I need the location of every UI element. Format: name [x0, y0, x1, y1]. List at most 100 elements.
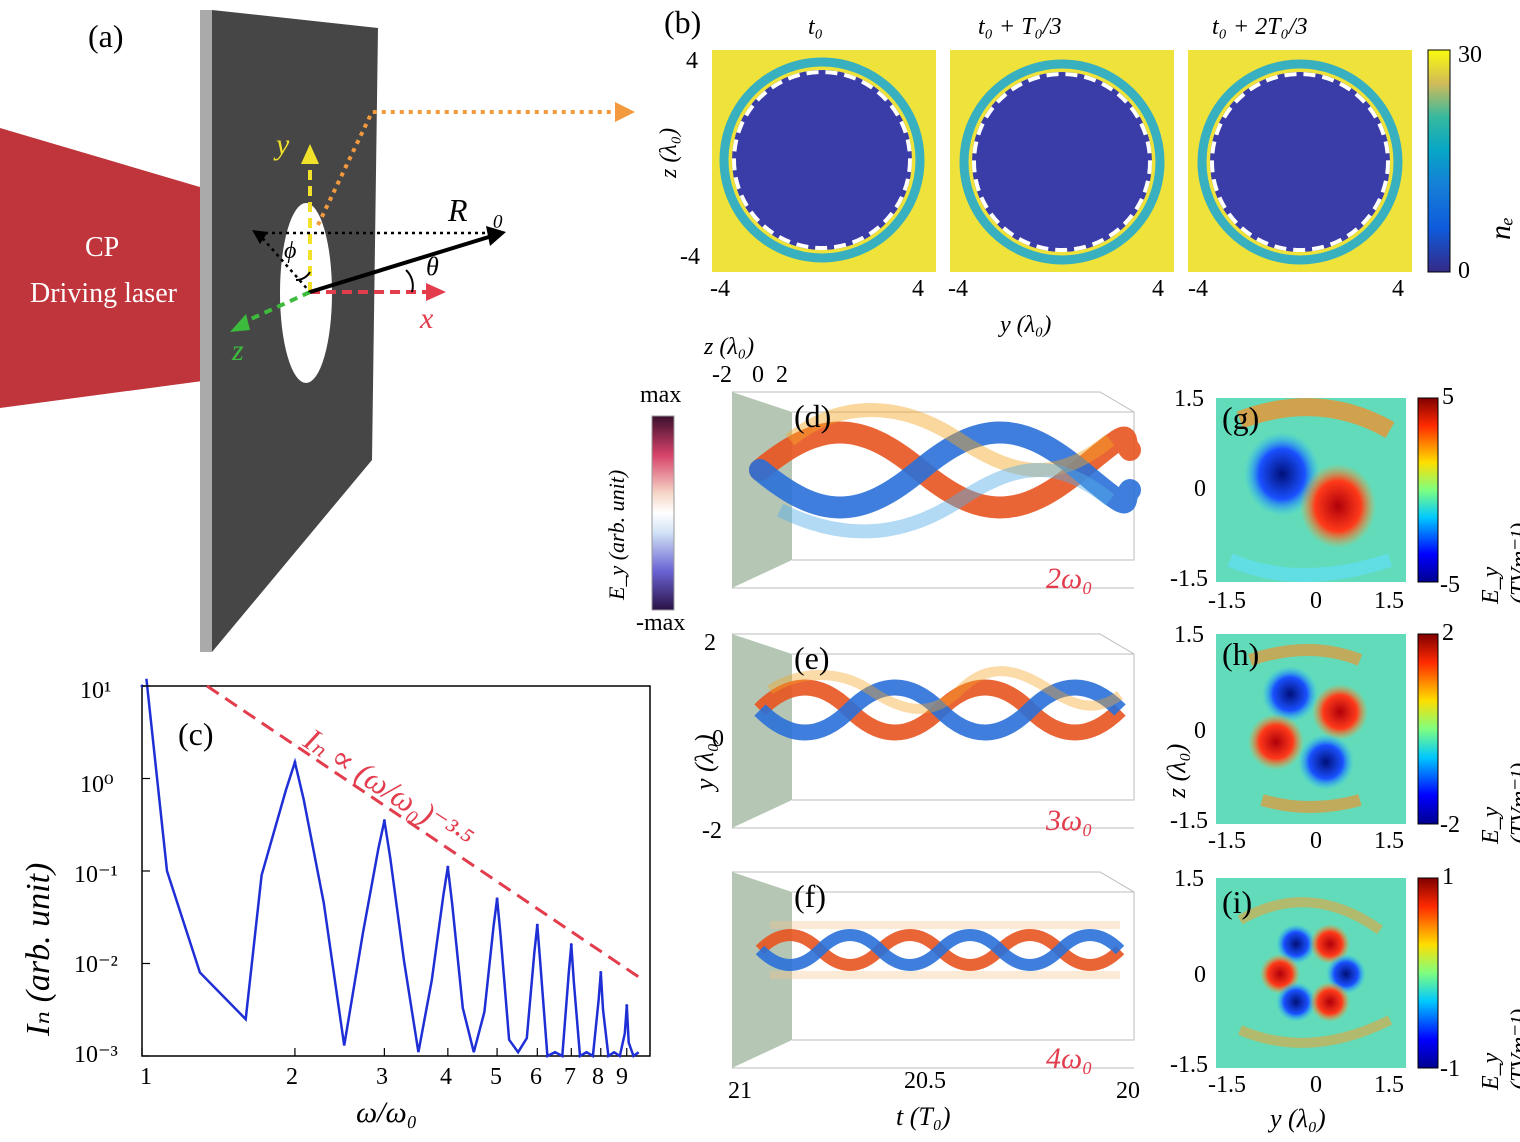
b-xtick-3b: 4 — [1392, 276, 1404, 302]
helix-box-f — [732, 871, 1135, 1069]
spectrum-chart — [140, 678, 651, 1059]
c-xtick-5: 5 — [490, 1064, 502, 1090]
e-ytick-bottom: -2 — [702, 818, 722, 844]
spectrum-peak-point — [495, 897, 499, 901]
spectrum-series — [140, 678, 641, 1059]
panel-b-label: (b) — [664, 4, 702, 40]
g-cbar-label: E_y (TVm⁻¹) — [1478, 522, 1520, 604]
c-ytick-1: 10⁰ — [80, 772, 114, 798]
f-xtick-2: 20.5 — [904, 1068, 946, 1094]
density-map-2 — [950, 50, 1174, 272]
g-ytick-bottom: -1.5 — [1170, 566, 1208, 592]
g-xtick-2: 0 — [1310, 588, 1322, 614]
y-axis-label: y — [276, 128, 290, 161]
ey-arb-max: max — [640, 382, 682, 408]
g-xtick-3: 1.5 — [1374, 588, 1404, 614]
h-ytick-top: 1.5 — [1174, 622, 1204, 648]
b-xtick-2b: 4 — [1152, 276, 1164, 302]
z-axis-label: z — [232, 334, 244, 367]
h-ylabel: z (λ₀) — [1162, 743, 1191, 798]
spectrum-peak-point — [625, 1004, 629, 1008]
spectrum-peak-point — [535, 923, 539, 927]
i-colorbar — [1417, 877, 1439, 1069]
d-ztick-2: 0 — [752, 362, 764, 388]
d-zlabel: z (λ₀) — [704, 334, 755, 360]
c-ytick-3: 10⁻² — [74, 952, 118, 978]
panel-i-label: (i) — [1222, 884, 1253, 920]
panel-a-drawing — [0, 10, 635, 652]
c-xtick-6: 6 — [530, 1064, 542, 1090]
panel-h-label: (h) — [1222, 636, 1260, 672]
g-cbar-min: -5 — [1440, 572, 1460, 598]
harmonic-e: 3ω₀ — [1046, 804, 1093, 837]
c-xtick-7: 7 — [564, 1064, 576, 1090]
b-colorbar-max: 30 — [1458, 42, 1482, 68]
panel-b-drawing — [712, 49, 1451, 273]
harmonic-d: 2ω₀ — [1046, 562, 1093, 595]
c-xlabel: ω/ω₀ — [356, 1096, 418, 1129]
h-cbar-label: E_y (TVm⁻¹) — [1478, 762, 1520, 844]
ey-arb-min: -max — [636, 610, 686, 636]
field-map-h — [1216, 634, 1406, 824]
f-xlabel: t (T₀) — [896, 1102, 951, 1131]
i-ytick-mid: 0 — [1194, 962, 1206, 988]
helix-box-d — [732, 391, 1141, 589]
field-map-g — [1216, 398, 1406, 582]
h-colorbar — [1417, 633, 1439, 825]
g-colorbar — [1417, 397, 1439, 583]
i-cbar-min: -1 — [1440, 1056, 1460, 1082]
r0-vector — [309, 234, 493, 294]
c-xtick-1: 1 — [140, 1064, 152, 1090]
i-cbar-label: E_y (TVm⁻¹) — [1478, 1008, 1520, 1090]
spectrum-peak-point — [599, 970, 603, 974]
laser-label-line1: CP — [85, 232, 120, 263]
f-xtick-3: 20 — [1116, 1078, 1140, 1104]
i-xtick-2: 0 — [1310, 1072, 1322, 1098]
b-xlabel: y (λ₀) — [1000, 312, 1052, 338]
f-xtick-1: 21 — [728, 1078, 752, 1104]
plate-edge — [200, 10, 212, 652]
i-xtick-3: 1.5 — [1374, 1072, 1404, 1098]
c-xtick-2: 2 — [286, 1064, 298, 1090]
c-xtick-9: 9 — [616, 1064, 628, 1090]
b-ytick-top: 4 — [686, 48, 698, 74]
c-ytick-4: 10⁻³ — [74, 1042, 118, 1068]
phi-label: ϕ — [284, 238, 297, 264]
panel-e-label: (e) — [794, 640, 830, 676]
panel-def-drawing — [651, 391, 1141, 1069]
b-xtick-1b: 4 — [912, 276, 924, 302]
g-ytick-top: 1.5 — [1174, 386, 1204, 412]
i-xtick-1: -1.5 — [1208, 1072, 1246, 1098]
g-xtick-1: -1.5 — [1208, 588, 1246, 614]
g-ytick-mid: 0 — [1194, 476, 1206, 502]
b-title-3: t₀ + 2T₀/3 — [1212, 14, 1308, 40]
e-ytick-mid: 0 — [712, 726, 724, 752]
zoom-indicator — [316, 110, 620, 226]
h-ytick-bottom: -1.5 — [1170, 808, 1208, 834]
spectrum-peak-point — [569, 943, 573, 947]
theta-label: θ — [426, 252, 439, 281]
b-xtick-2a: -4 — [948, 276, 968, 302]
i-cbar-max: 1 — [1442, 864, 1454, 890]
b-ytick-bottom: -4 — [680, 244, 700, 270]
field-map-i — [1216, 878, 1406, 1068]
b-title-2: t₀ + T₀/3 — [978, 14, 1062, 40]
i-ytick-bottom: -1.5 — [1170, 1052, 1208, 1078]
panel-a-label: (a) — [88, 18, 124, 54]
i-xlabel: y (λ₀) — [1270, 1104, 1326, 1133]
r0-label: R⃗₀ — [448, 192, 504, 228]
c-ytick-2: 10⁻¹ — [74, 862, 118, 888]
h-xtick-3: 1.5 — [1374, 828, 1404, 854]
g-cbar-max: 5 — [1442, 384, 1454, 410]
x-axis-label: x — [420, 302, 434, 335]
c-xtick-3: 3 — [376, 1064, 388, 1090]
panel-c-label: (c) — [178, 716, 214, 752]
density-colorbar — [1427, 49, 1451, 273]
h-cbar-max: 2 — [1442, 620, 1454, 646]
laser-label-line2: Driving laser — [30, 278, 177, 309]
laser-beam — [0, 128, 210, 408]
h-xtick-1: -1.5 — [1208, 828, 1246, 854]
b-xtick-1a: -4 — [710, 276, 730, 302]
d-ztick-1: -2 — [712, 362, 732, 388]
